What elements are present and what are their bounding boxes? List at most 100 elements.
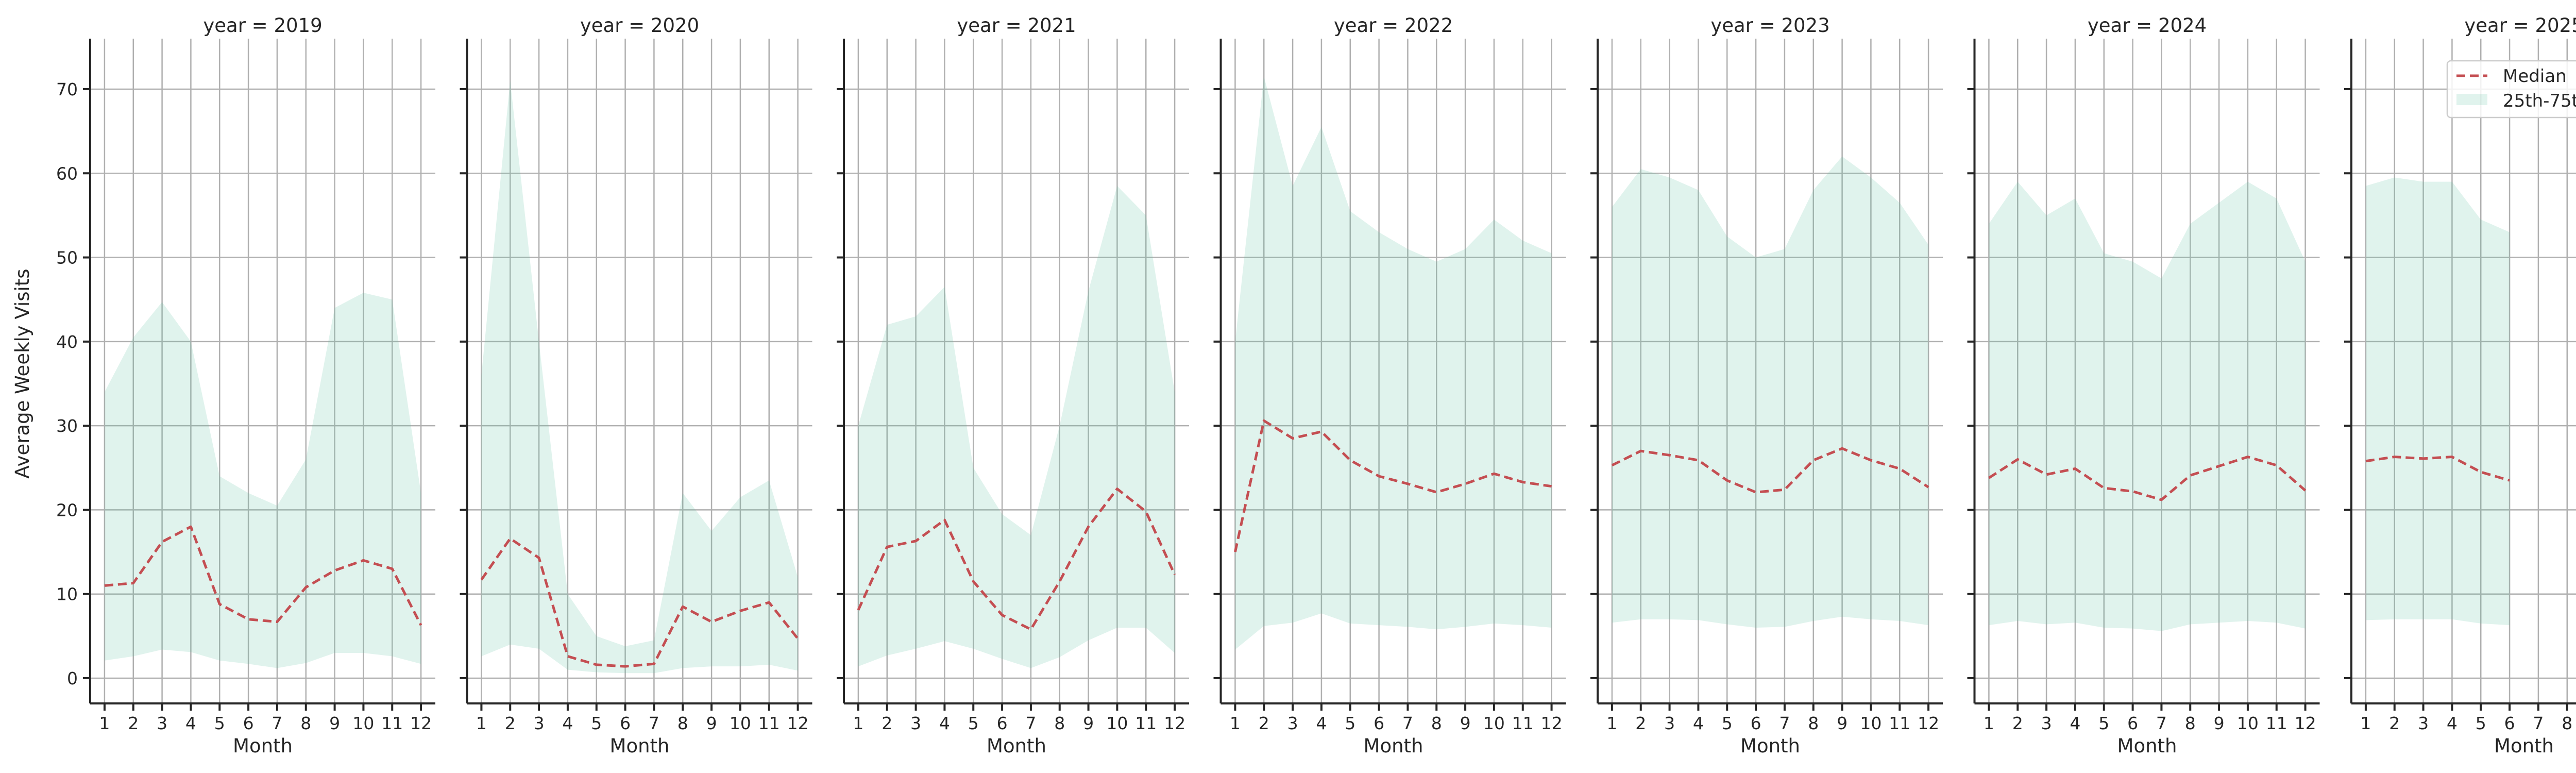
x-tick-label: 12 xyxy=(1164,713,1185,733)
x-tick-label: 9 xyxy=(706,713,717,733)
x-axis-label: Month xyxy=(233,735,293,757)
x-tick-label: 5 xyxy=(214,713,225,733)
x-tick-label: 1 xyxy=(1984,713,1994,733)
panel-title: year = 2023 xyxy=(1710,14,1829,37)
x-tick-label: 6 xyxy=(2127,713,2138,733)
median-line xyxy=(1988,456,2307,501)
panel-title: year = 2024 xyxy=(2088,14,2207,37)
y-tick-label: 40 xyxy=(56,332,78,352)
y-tick-label: 60 xyxy=(56,163,78,183)
x-tick-label: 7 xyxy=(1025,713,1036,733)
x-axis-label: Month xyxy=(1364,735,1423,757)
panel-title: year = 2022 xyxy=(1334,14,1453,37)
y-axis-label: Average Weekly Visits xyxy=(11,268,33,478)
x-tick-label: 4 xyxy=(2070,713,2080,733)
x-tick-label: 3 xyxy=(157,713,167,733)
iqr-band xyxy=(481,80,798,674)
iqr-band xyxy=(858,186,1175,668)
x-tick-label: 11 xyxy=(758,713,780,733)
x-tick-label: 4 xyxy=(185,713,196,733)
y-tick-label: 50 xyxy=(56,248,78,268)
median-line xyxy=(104,525,422,626)
x-tick-label: 1 xyxy=(476,713,487,733)
iqr-band xyxy=(1989,181,2306,631)
x-tick-label: 5 xyxy=(968,713,979,733)
x-tick-label: 2 xyxy=(2012,713,2023,733)
legend-band-swatch xyxy=(2456,94,2487,105)
x-tick-label: 9 xyxy=(1837,713,1848,733)
x-tick-label: 5 xyxy=(1345,713,1355,733)
x-tick-label: 11 xyxy=(1135,713,1157,733)
x-tick-label: 3 xyxy=(2418,713,2429,733)
iqr-band xyxy=(1612,156,1929,628)
x-tick-label: 7 xyxy=(649,713,659,733)
median-line xyxy=(480,537,799,668)
panel-title: year = 2025 xyxy=(2464,14,2576,37)
x-tick-label: 3 xyxy=(534,713,545,733)
x-tick-label: 4 xyxy=(562,713,573,733)
x-tick-label: 3 xyxy=(1664,713,1675,733)
x-tick-label: 9 xyxy=(1460,713,1471,733)
y-tick-label: 10 xyxy=(56,584,78,604)
x-tick-label: 10 xyxy=(1106,713,1128,733)
x-tick-label: 6 xyxy=(620,713,631,733)
x-tick-label: 6 xyxy=(1751,713,1761,733)
panel-title: year = 2019 xyxy=(203,14,322,37)
x-tick-label: 12 xyxy=(787,713,809,733)
x-tick-label: 10 xyxy=(1483,713,1505,733)
x-tick-label: 8 xyxy=(2185,713,2196,733)
x-tick-label: 8 xyxy=(1054,713,1065,733)
x-tick-label: 8 xyxy=(300,713,311,733)
x-tick-label: 3 xyxy=(2041,713,2052,733)
x-tick-label: 9 xyxy=(1083,713,1094,733)
x-tick-label: 10 xyxy=(2237,713,2259,733)
x-tick-label: 12 xyxy=(1918,713,1939,733)
x-tick-label: 5 xyxy=(2476,713,2486,733)
x-tick-label: 7 xyxy=(1779,713,1790,733)
x-tick-label: 11 xyxy=(381,713,403,733)
x-tick-label: 12 xyxy=(1541,713,1563,733)
x-tick-label: 1 xyxy=(1606,713,1617,733)
iqr-band xyxy=(104,293,421,668)
x-tick-label: 8 xyxy=(677,713,688,733)
x-tick-label: 11 xyxy=(2266,713,2287,733)
x-tick-label: 4 xyxy=(2447,713,2458,733)
median-line xyxy=(857,488,1176,631)
x-tick-label: 9 xyxy=(2214,713,2225,733)
x-tick-label: 3 xyxy=(1287,713,1298,733)
x-axis-label: Month xyxy=(1740,735,1800,757)
legend: Median 25th-75th Percentile xyxy=(2446,60,2576,119)
x-tick-label: 2 xyxy=(882,713,892,733)
x-tick-label: 6 xyxy=(243,713,254,733)
x-tick-label: 5 xyxy=(2098,713,2109,733)
x-axis-label: Month xyxy=(610,735,670,757)
median-line xyxy=(1611,447,1929,494)
x-tick-label: 4 xyxy=(939,713,950,733)
panel-title: year = 2021 xyxy=(957,14,1076,37)
x-tick-label: 10 xyxy=(730,713,751,733)
x-tick-label: 8 xyxy=(1431,713,1442,733)
x-tick-label: 4 xyxy=(1316,713,1327,733)
x-axis-label: Month xyxy=(987,735,1046,757)
x-tick-label: 1 xyxy=(99,713,110,733)
x-tick-label: 12 xyxy=(2295,713,2316,733)
x-tick-label: 11 xyxy=(1512,713,1534,733)
x-tick-label: 7 xyxy=(272,713,282,733)
x-tick-label: 2 xyxy=(2389,713,2400,733)
iqr-band xyxy=(2365,177,2510,626)
median-line xyxy=(2365,456,2510,482)
legend-band-label: 25th-75th Percentile xyxy=(2503,91,2576,111)
panel-title: year = 2020 xyxy=(580,14,699,37)
x-tick-label: 8 xyxy=(2562,713,2572,733)
x-tick-label: 9 xyxy=(329,713,340,733)
x-tick-label: 3 xyxy=(910,713,921,733)
x-tick-label: 2 xyxy=(1259,713,1269,733)
